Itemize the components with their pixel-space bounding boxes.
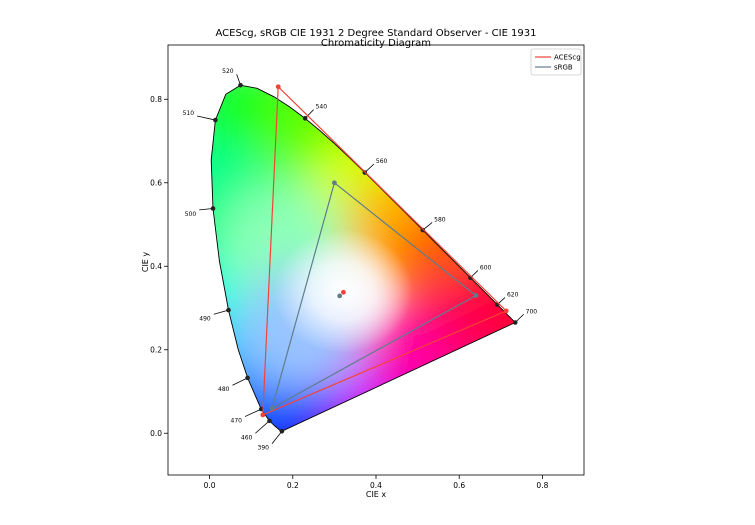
- wavelength-point: [245, 375, 250, 381]
- wavelength-label: 600: [480, 264, 492, 271]
- primary-point: [260, 412, 266, 418]
- x-axis-label: CIE x: [366, 490, 387, 499]
- legend-box: [530, 48, 582, 76]
- x-tick-label: 0.4: [370, 481, 382, 490]
- wavelength-label: 580: [434, 216, 446, 223]
- wavelength-label: 620: [507, 292, 519, 299]
- wavelength-label: 700: [526, 308, 538, 315]
- wavelength-marker: 390: [258, 428, 285, 452]
- wavelength-label: 480: [218, 386, 230, 393]
- y-tick-label: 0.0: [150, 429, 162, 438]
- wavelength-tick: [244, 408, 262, 417]
- primary-point: [473, 293, 479, 298]
- x-axis-ticks: 0.0 0.2 0.4 0.6 0.8: [204, 475, 549, 490]
- wavelength-marker: 560: [362, 158, 388, 175]
- wavelength-tick: [255, 420, 270, 434]
- wavelength-marker: 520: [222, 68, 243, 88]
- wavelength-marker: 460: [241, 418, 272, 441]
- whitepoint: [337, 293, 343, 299]
- gamut-triangle: [271, 181, 477, 410]
- wavelength-label: 560: [376, 158, 388, 165]
- wavelength-tick: [197, 115, 216, 121]
- wavelength-marker: 500: [185, 206, 216, 218]
- y-axis-label: CIE y: [141, 252, 150, 273]
- wavelength-tick: [199, 208, 214, 211]
- primary-point: [275, 84, 281, 90]
- y-tick-label: 0.6: [150, 178, 162, 187]
- title-line-1: ACEScg, sRGB CIE 1931 2 Degree Standard …: [215, 28, 536, 39]
- wavelength-tick: [232, 377, 248, 386]
- wavelength-marker: 700: [512, 308, 538, 325]
- y-tick-label: 0.4: [150, 262, 162, 271]
- gamut-series: [260, 84, 509, 418]
- spectral-locus-fill: [211, 85, 516, 432]
- wavelength-point: [213, 117, 218, 123]
- wavelength-point: [238, 82, 243, 88]
- wavelength-marker: 580: [420, 216, 446, 233]
- x-tick-label: 0.2: [287, 481, 299, 490]
- wavelength-label: 520: [222, 68, 234, 75]
- legend-label: sRGB: [554, 64, 573, 72]
- wavelength-point: [210, 206, 216, 211]
- wavelength-point: [420, 227, 426, 233]
- legend-label: ACEScg: [554, 54, 581, 62]
- wavelength-marker: 620: [494, 292, 519, 307]
- wavelength-point: [512, 320, 518, 325]
- wavelength-label: 540: [316, 104, 328, 111]
- x-tick-label: 0.8: [536, 481, 548, 490]
- whitepoint: [341, 289, 346, 295]
- wavelength-label: 500: [185, 211, 197, 218]
- wavelength-tick: [271, 430, 283, 444]
- wavelength-tick: [213, 309, 229, 315]
- wavelength-point: [267, 418, 272, 424]
- primary-point: [269, 405, 275, 411]
- gamut-triangle: [262, 85, 508, 416]
- wavelength-markers: 390 460 470 480 490 500 510 520 540 560 580 600 620 7…: [183, 68, 538, 451]
- wavelength-label: 490: [199, 315, 211, 322]
- title-line-2: Chromaticity Diagram: [321, 38, 431, 49]
- series-srgb: [269, 180, 479, 411]
- wavelength-marker: 490: [199, 307, 231, 322]
- y-tick-label: 0.8: [150, 95, 162, 104]
- y-tick-label: 0.2: [150, 345, 162, 354]
- x-tick-label: 0.6: [453, 481, 465, 490]
- primary-point: [332, 180, 337, 186]
- legend: ACEScg sRGB: [530, 48, 582, 76]
- wavelength-label: 460: [241, 434, 253, 441]
- wavelength-marker: 510: [183, 110, 218, 123]
- x-tick-label: 0.0: [204, 481, 216, 490]
- wavelength-point: [258, 406, 264, 412]
- chart-title: ACEScg, sRGB CIE 1931 2 Degree Standard …: [215, 28, 536, 49]
- wavelength-marker: 540: [302, 104, 328, 121]
- series-acescg: [260, 84, 509, 418]
- wavelength-label: 470: [231, 418, 243, 425]
- wavelength-marker: 480: [218, 375, 250, 393]
- y-axis-ticks: 0.0 0.2 0.4 0.6 0.8: [150, 95, 168, 438]
- wavelength-point: [302, 116, 308, 121]
- wavelength-label: 510: [183, 110, 195, 117]
- wavelength-point: [226, 307, 231, 313]
- primary-point: [503, 308, 509, 314]
- wavelength-point: [279, 428, 285, 434]
- wavelength-label: 390: [258, 445, 270, 452]
- wavelength-marker: 470: [231, 406, 264, 425]
